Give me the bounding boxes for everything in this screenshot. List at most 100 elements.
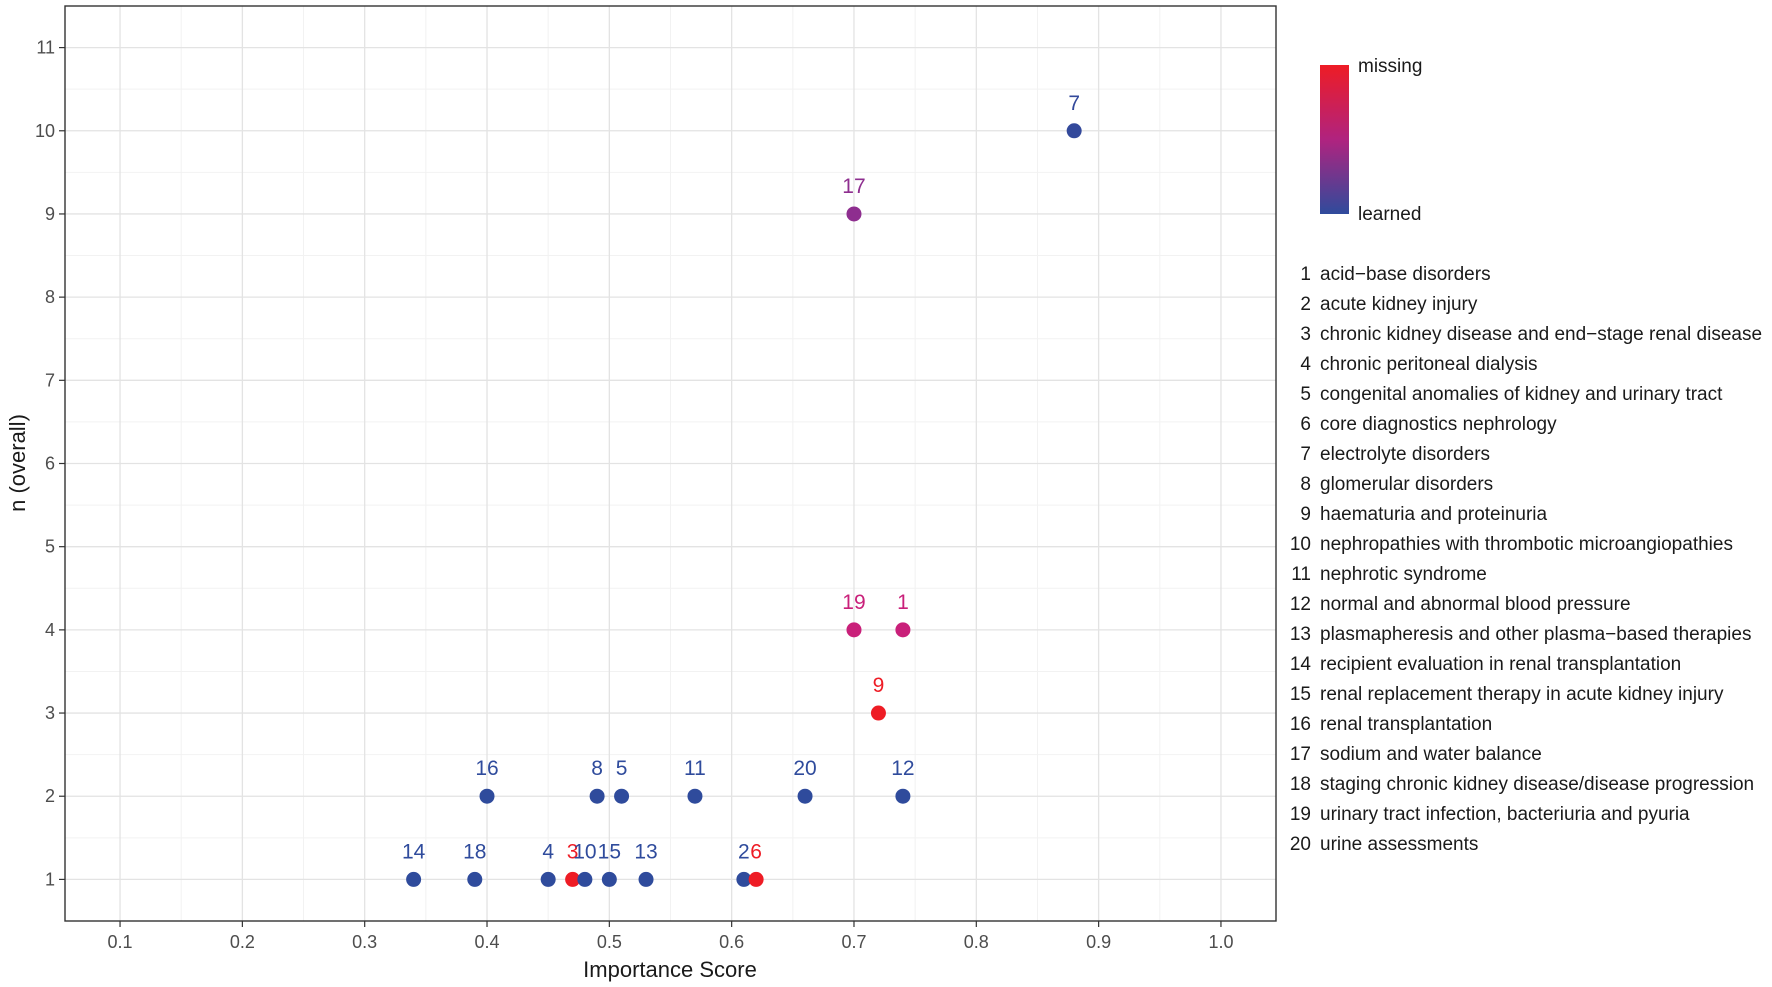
- point-label-20: 20: [793, 757, 816, 780]
- legend-label-8: glomerular disorders: [1320, 474, 1493, 495]
- legend-label-10: nephropathies with thrombotic microangio…: [1320, 534, 1733, 555]
- y-tick-label: 7: [45, 370, 55, 390]
- point-label-15: 15: [598, 840, 621, 863]
- legend-number-15: 15: [1290, 684, 1311, 705]
- legend-number-9: 9: [1300, 504, 1311, 525]
- x-tick-label: 0.9: [1086, 932, 1111, 952]
- data-point-8: [589, 788, 605, 804]
- x-tick-label: 0.1: [108, 932, 133, 952]
- data-point-10: [577, 871, 593, 887]
- colorbar-low-label: learned: [1358, 204, 1421, 225]
- legend-number-19: 19: [1290, 804, 1311, 825]
- legend-label-11: nephrotic syndrome: [1320, 564, 1487, 585]
- legend-number-14: 14: [1290, 654, 1312, 675]
- point-label-8: 8: [591, 757, 603, 780]
- legend-label-2: acute kidney injury: [1320, 294, 1478, 315]
- point-label-1: 1: [897, 591, 909, 614]
- point-label-7: 7: [1068, 92, 1080, 115]
- legend-label-5: congenital anomalies of kidney and urina…: [1320, 384, 1723, 405]
- y-axis-title: n (overall): [5, 414, 30, 512]
- data-points: [406, 123, 1082, 887]
- point-label-11: 11: [684, 757, 706, 780]
- point-label-4: 4: [542, 840, 554, 863]
- data-point-6: [748, 871, 764, 887]
- legend-label-1: acid−base disorders: [1320, 264, 1491, 285]
- legend-number-5: 5: [1300, 384, 1311, 405]
- legend-number-20: 20: [1290, 834, 1311, 855]
- data-point-16: [479, 788, 495, 804]
- y-tick-label: 6: [45, 454, 55, 474]
- legend-number-12: 12: [1290, 594, 1311, 615]
- point-label-14: 14: [402, 840, 426, 863]
- data-point-9: [870, 705, 886, 721]
- legend-label-18: staging chronic kidney disease/disease p…: [1320, 774, 1754, 795]
- y-tick-label: 9: [45, 204, 55, 224]
- legend-label-9: haematuria and proteinuria: [1320, 504, 1548, 525]
- legend-label-19: urinary tract infection, bacteriuria and…: [1320, 804, 1690, 825]
- point-label-2: 2: [738, 840, 750, 863]
- x-tick-label: 0.8: [964, 932, 989, 952]
- x-tick-label: 0.7: [841, 932, 866, 952]
- y-tick-label: 11: [36, 38, 55, 58]
- legend-number-3: 3: [1300, 324, 1311, 345]
- x-axis-title: Importance Score: [583, 957, 757, 982]
- y-tick-label: 3: [45, 703, 55, 723]
- point-label-3: 3: [567, 840, 579, 863]
- legend-label-6: core diagnostics nephrology: [1320, 414, 1557, 435]
- data-point-4: [540, 871, 556, 887]
- x-tick-label: 0.4: [474, 932, 499, 952]
- point-label-6: 6: [750, 840, 762, 863]
- point-label-12: 12: [891, 757, 914, 780]
- data-point-7: [1066, 123, 1082, 139]
- y-tick-label: 4: [45, 620, 55, 640]
- data-point-13: [638, 871, 654, 887]
- data-point-3: [565, 871, 581, 887]
- data-point-11: [687, 788, 703, 804]
- y-tick-label: 10: [35, 121, 55, 141]
- legend-label-13: plasmapheresis and other plasma−based th…: [1320, 624, 1751, 645]
- data-point-19: [846, 622, 862, 638]
- legend-label-4: chronic peritoneal dialysis: [1320, 354, 1538, 375]
- legend-label-7: electrolyte disorders: [1320, 444, 1490, 465]
- colorbar: [1320, 65, 1349, 214]
- category-legend: 1 acid−base disorders 2 acute kidney injury…: [1290, 264, 1762, 855]
- legend-number-17: 17: [1290, 744, 1311, 765]
- legend-label-14: recipient evaluation in renal transplant…: [1320, 654, 1681, 675]
- minor-gridlines: [65, 6, 1276, 921]
- data-point-12: [895, 788, 911, 804]
- data-point-5: [614, 788, 630, 804]
- x-tick-label: 0.6: [719, 932, 744, 952]
- y-tick-label: 5: [45, 537, 55, 557]
- x-tick-label: 0.5: [597, 932, 622, 952]
- legend-label-3: chronic kidney disease and end−stage ren…: [1320, 324, 1762, 345]
- y-tick-label: 2: [45, 786, 55, 806]
- legend-number-13: 13: [1290, 624, 1311, 645]
- point-label-5: 5: [616, 757, 628, 780]
- legend-label-17: sodium and water balance: [1320, 744, 1542, 765]
- legend-number-11: 11: [1291, 564, 1311, 585]
- data-point-14: [406, 871, 422, 887]
- x-tick-label: 1.0: [1208, 932, 1233, 952]
- data-point-18: [467, 871, 483, 887]
- point-label-19: 19: [842, 591, 865, 614]
- x-tick-label: 0.3: [352, 932, 377, 952]
- point-label-10: 10: [573, 840, 596, 863]
- x-tick-label: 0.2: [230, 932, 255, 952]
- legend-number-2: 2: [1300, 294, 1311, 315]
- legend-label-16: renal transplantation: [1320, 714, 1492, 735]
- data-point-2: [736, 871, 752, 887]
- data-point-15: [601, 871, 617, 887]
- colorbar-high-label: missing: [1358, 56, 1422, 77]
- data-point-1: [895, 622, 911, 638]
- x-axis-ticks: 0.1 0.2 0.3 0.4 0.5 0.6 0.7 0.8 0.9 1.0: [108, 921, 1233, 952]
- legend-label-15: renal replacement therapy in acute kidne…: [1320, 684, 1724, 705]
- legend-number-8: 8: [1300, 474, 1311, 495]
- legend-label-12: normal and abnormal blood pressure: [1320, 594, 1631, 615]
- legend-number-10: 10: [1290, 534, 1311, 555]
- legend-number-7: 7: [1300, 444, 1311, 465]
- point-label-18: 18: [463, 840, 486, 863]
- legend-number-4: 4: [1300, 354, 1311, 375]
- point-label-13: 13: [634, 840, 657, 863]
